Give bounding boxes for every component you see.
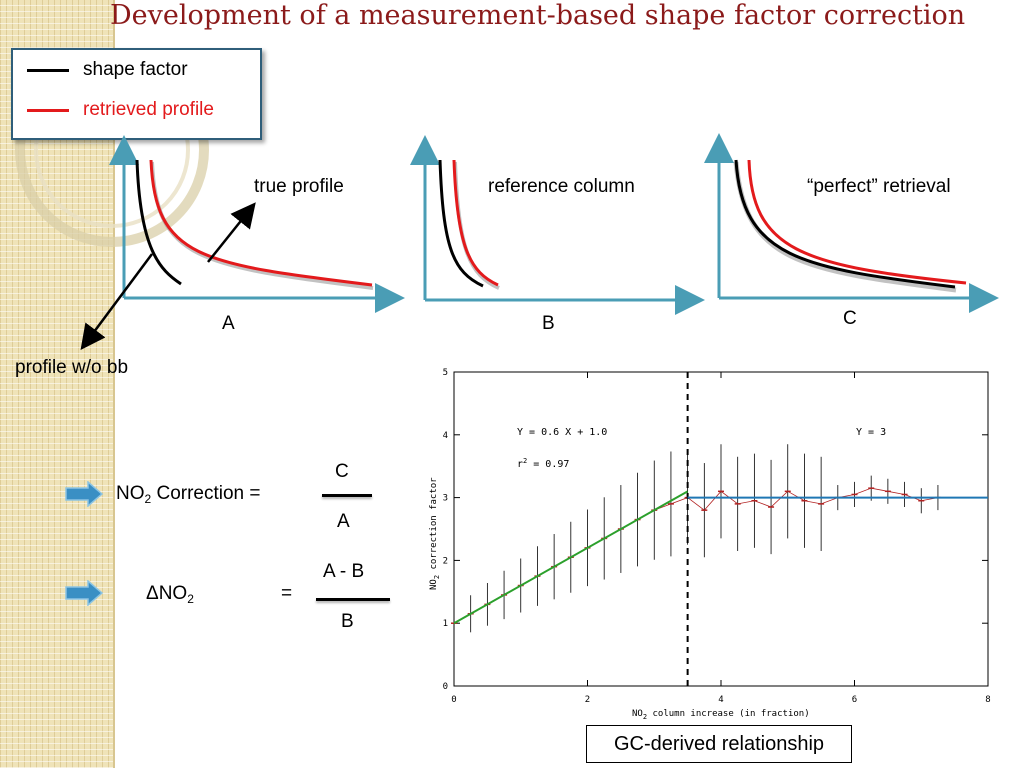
correction-equation-lhs: NO2 Correction = [116,483,261,506]
y-tick-label: 3 [443,494,448,504]
fit-equation-left: Y = 0.6 X + 1.0 [517,427,607,438]
y-tick-label: 1 [443,619,448,629]
x-axis-label: NO2 column increase (in fraction) [632,709,810,721]
delta-equals: = [281,583,293,604]
fit-r2: r2 = 0.97 [517,457,569,470]
delta-denominator: B [341,611,354,632]
true-profile-arrow [207,202,256,263]
plot-caption: GC-derived relationship [586,725,852,763]
x-tick-label: 2 [585,695,590,705]
profile-wo-bb-arrow [80,253,154,351]
fit-equation-right: Y = 3 [856,427,886,438]
x-tick-label: 4 [718,695,723,705]
fit-line-green [453,490,689,625]
panel-c-letter: C [843,308,857,329]
legend-swatch-red [27,108,69,112]
x-tick-label: 8 [985,695,990,705]
panel-b-axes [410,135,705,315]
panel-c-red-curve [747,159,967,285]
panel-b-red-curve [452,159,499,287]
legend-label: retrieved profile [83,99,214,120]
bullet-arrow-icon [65,580,104,606]
panel-a-black-curve [135,159,182,286]
panel-c-axes [704,133,999,313]
panel-b-black-curve [438,159,484,288]
panel-a-letter: A [222,313,235,334]
correction-factor-plot: 0 2 4 6 8 0 1 2 3 4 5 Y = 0.6 X + 1.0 r2 = 0.97 Y … [429,368,991,721]
delta-fraction-bar [316,598,390,601]
legend-item-retrieved-profile: retrieved profile [27,98,214,122]
y-tick-label: 4 [443,431,448,441]
delta-numerator: A - B [323,561,365,582]
legend-label: shape factor [83,59,188,80]
y-tick-label: 5 [443,368,448,378]
x-tick-label: 6 [852,695,857,705]
panel-a-axes [109,135,405,313]
slide-title: Development of a measurement-based shape… [110,0,966,31]
bullet-arrow-icon [65,481,104,507]
profile-wo-bb-label: profile w/o bb [15,357,129,378]
y-tick-label: 2 [443,556,448,566]
reference-column-label: reference column [488,176,635,197]
correction-numerator: C [335,461,349,482]
true-profile-label: true profile [254,176,344,197]
delta-equation-lhs: ΔNO2 [146,583,194,606]
legend-item-shape-factor: shape factor [27,58,188,82]
panel-c-black-curve [734,159,956,289]
x-tick-label: 0 [451,695,456,705]
correction-fraction-bar [322,494,372,497]
y-axis-label: NO2 correction factor [429,477,441,590]
panel-b-letter: B [542,313,555,334]
y-tick-label: 0 [443,682,448,692]
correction-denominator: A [337,511,350,532]
legend-box: shape factor retrieved profile [11,48,262,140]
profile-diagrams [80,133,999,351]
legend-swatch-black [27,68,69,72]
perfect-retrieval-label: “perfect” retrieval [807,176,951,197]
panel-a-red-curve [149,159,373,287]
